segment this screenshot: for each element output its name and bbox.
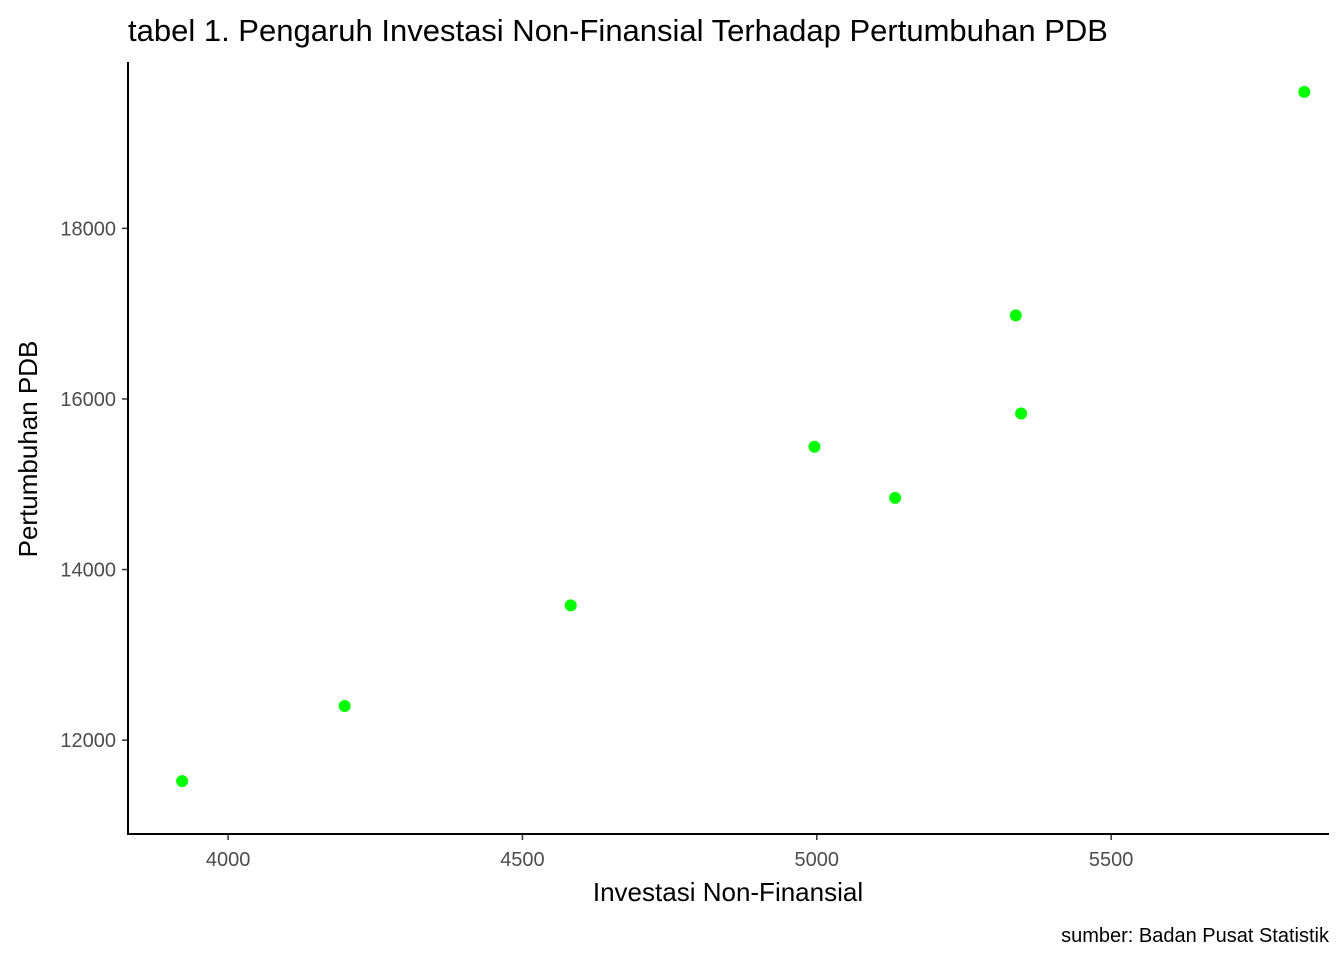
chart-title: tabel 1. Pengaruh Investasi Non-Finansia… xyxy=(128,13,1108,48)
data-point xyxy=(889,491,902,504)
data-point xyxy=(176,775,189,788)
y-tick-label: 18000 xyxy=(60,218,116,240)
y-tick-label: 16000 xyxy=(60,389,116,411)
x-tick-label: 5000 xyxy=(795,849,840,871)
y-axis-title: Pertumbuhan PDB xyxy=(13,341,43,558)
x-tick-label: 5500 xyxy=(1089,849,1134,871)
data-point xyxy=(564,599,577,612)
data-point xyxy=(1015,407,1028,420)
data-point xyxy=(338,700,351,713)
y-tick-label: 14000 xyxy=(60,560,116,582)
chart-caption: sumber: Badan Pusat Statistik xyxy=(1061,925,1330,947)
x-axis-ticks: 4000 4500 5000 5500 xyxy=(206,834,1134,871)
y-tick-label: 12000 xyxy=(60,730,116,752)
x-tick-label: 4000 xyxy=(206,849,251,871)
y-axis-ticks: 12000 14000 16000 18000 xyxy=(60,218,128,752)
data-point xyxy=(1009,309,1022,322)
data-point xyxy=(808,440,821,453)
x-axis-title: Investasi Non-Finansial xyxy=(593,877,863,907)
data-point xyxy=(1298,85,1311,98)
data-points xyxy=(176,85,1311,788)
x-tick-label: 4500 xyxy=(500,849,545,871)
